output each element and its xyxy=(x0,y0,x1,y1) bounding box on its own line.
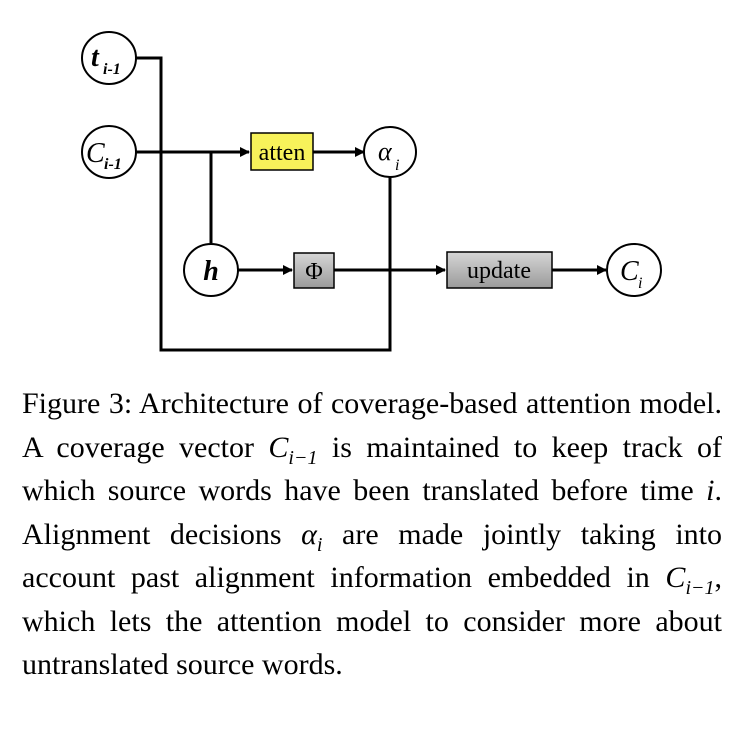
caption-symbol-alignment-base: α xyxy=(301,517,317,551)
figure-caption: Figure 3: Architecture of coverage-based… xyxy=(22,382,722,687)
caption-part-3: . Alignment decisions xyxy=(22,474,722,551)
update-label: update xyxy=(467,258,531,284)
caption-symbol-alignment: αi xyxy=(301,517,322,555)
caption-part-2: is maintained to keep track of which sou… xyxy=(22,430,722,508)
caption-part-5: , which lets the attention model to cons… xyxy=(22,561,722,681)
caption-symbol-coverage-2: Ci−1 xyxy=(665,561,714,598)
node-alpha: α i xyxy=(363,126,417,178)
node-c-new-sub: i xyxy=(638,275,642,292)
caption-symbol-coverage-2-sub: i−1 xyxy=(685,577,715,599)
node-alpha-base: α xyxy=(378,137,393,166)
node-c-new: C i xyxy=(606,243,662,297)
node-t-prev-base: t xyxy=(91,42,100,73)
atten-label: atten xyxy=(259,140,306,166)
architecture-diagram: t i-1 C i-1 atten α i h Φ update C i xyxy=(81,31,662,352)
caption-label: Figure 3: xyxy=(22,387,133,420)
caption-symbol-time: i xyxy=(706,474,715,507)
node-h-base: h xyxy=(203,256,219,287)
node-c-new-base: C xyxy=(620,256,639,287)
caption-symbol-alignment-sub: i xyxy=(316,533,323,556)
caption-symbol-coverage-sub: i−1 xyxy=(288,446,318,469)
node-c-prev: C i-1 xyxy=(81,125,137,179)
node-h: h xyxy=(183,243,239,297)
atten-box: atten xyxy=(250,132,314,171)
caption-symbol-coverage-2-base: C xyxy=(665,561,686,594)
caption-part-1: Architecture of coverage-based attention… xyxy=(22,387,722,464)
update-box: update xyxy=(446,251,553,289)
node-c-prev-sub: i-1 xyxy=(104,156,122,173)
phi-box: Φ xyxy=(293,252,335,289)
node-alpha-sub: i xyxy=(395,157,399,174)
caption-part-4: are made jointly taking into account pas… xyxy=(22,517,722,595)
edges xyxy=(136,56,607,352)
node-t-prev: t i-1 xyxy=(81,31,137,85)
caption-symbol-coverage: Ci−1 xyxy=(268,430,317,468)
edge-t-to-bottom-loop xyxy=(136,56,392,352)
node-t-prev-sub: i-1 xyxy=(103,61,121,78)
phi-label: Φ xyxy=(305,259,323,285)
node-c-prev-base: C xyxy=(86,138,105,169)
caption-symbol-coverage-base: C xyxy=(268,430,289,464)
